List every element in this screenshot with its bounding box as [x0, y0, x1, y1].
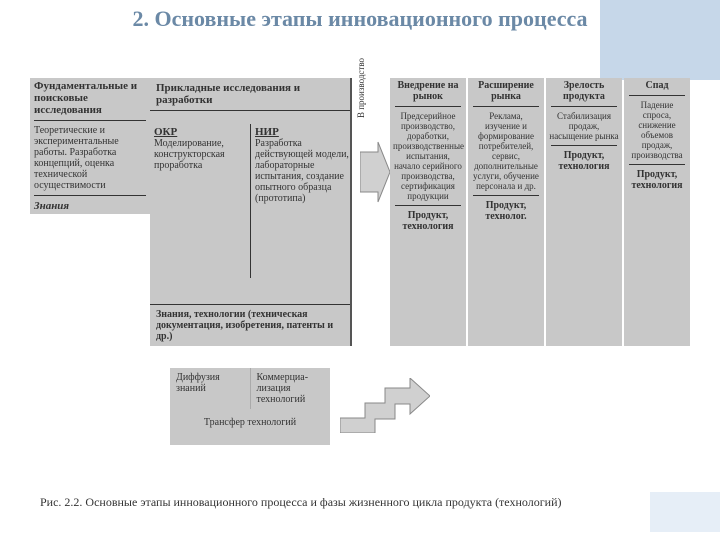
stage-header: Зрелость продукта	[546, 78, 622, 104]
stage-output: Продукт, технология	[546, 148, 622, 174]
stage-decline: Спад Падение спроса, снижение объемов пр…	[624, 78, 690, 346]
okr-cell: ОКР Моделирование, конструкторская прора…	[150, 124, 253, 173]
slide-title: 2. Основные этапы инновационного процесс…	[40, 6, 680, 32]
applied-output: Знания, технологии (техническая документ…	[150, 304, 350, 346]
divider	[629, 95, 685, 96]
divider	[395, 205, 461, 206]
diffusion-cell: Диффузия знаний	[170, 368, 251, 409]
applied-header: Прикладные исследования и разработки	[150, 78, 350, 111]
fundamental-desc: Теоретические и экспериментальные работы…	[30, 123, 150, 193]
divider	[551, 145, 617, 146]
diffusion-block: Диффузия знаний Коммерциа-лизация технол…	[170, 368, 330, 445]
divider	[629, 164, 685, 165]
diagram: Фундаментальные и поисковые исследования…	[30, 78, 690, 428]
stage-desc: Предсерийное производство, доработки, пр…	[390, 109, 466, 203]
stage-desc: Падение спроса, снижение объемов продаж,…	[624, 98, 690, 162]
fundamental-header: Фундаментальные и поисковые исследования	[30, 78, 150, 118]
stage-desc: Стабилизация продаж, насыщение рынка	[546, 109, 622, 143]
stage-header: Спад	[624, 78, 690, 93]
stage-intro: Внедрение на рынок Предсерийное производ…	[390, 78, 466, 346]
stage-output: Продукт, технология	[624, 167, 690, 193]
applied-block: Прикладные исследования и разработки ОКР…	[150, 78, 352, 346]
okr-label: ОКР	[154, 126, 249, 138]
stage-growth: Расширение рынка Реклама, изучение и фор…	[468, 78, 544, 346]
step-arrow-icon	[340, 378, 430, 433]
arrow-svg	[360, 92, 390, 252]
commercialization-cell: Коммерциа-лизация технологий	[251, 368, 331, 409]
stage-maturity: Зрелость продукта Стабилизация продаж, н…	[546, 78, 622, 346]
fundamental-output: Знания	[30, 198, 150, 214]
stage-header: Расширение рынка	[468, 78, 544, 104]
stage-desc: Реклама, изучение и формирование потреби…	[468, 109, 544, 193]
fundamental-block: Фундаментальные и поисковые исследования…	[30, 78, 150, 214]
divider	[551, 106, 617, 107]
diffusion-row: Диффузия знаний Коммерциа-лизация технол…	[170, 368, 330, 409]
transfer-bar: Трансфер технологий	[170, 409, 330, 445]
divider	[473, 195, 539, 196]
divider	[34, 120, 146, 121]
okr-text: Моделирование, конструкторская проработк…	[154, 138, 249, 171]
divider	[473, 106, 539, 107]
stage-output: Продукт, технолог.	[468, 198, 544, 224]
slide: 2. Основные этапы инновационного процесс…	[0, 0, 720, 540]
figure-caption: Рис. 2.2. Основные этапы инновационного …	[40, 495, 680, 510]
divider	[395, 106, 461, 107]
step-arrow-svg	[340, 378, 430, 433]
divider	[34, 195, 146, 196]
nir-cell: НИР Разработка действующей модели, лабор…	[250, 124, 354, 278]
arrow-icon	[360, 92, 390, 252]
nir-label: НИР	[255, 126, 350, 138]
stage-header: Внедрение на рынок	[390, 78, 466, 104]
stage-output: Продукт, технология	[390, 208, 466, 234]
nir-text: Разработка действующей модели, лаборатор…	[255, 138, 350, 204]
